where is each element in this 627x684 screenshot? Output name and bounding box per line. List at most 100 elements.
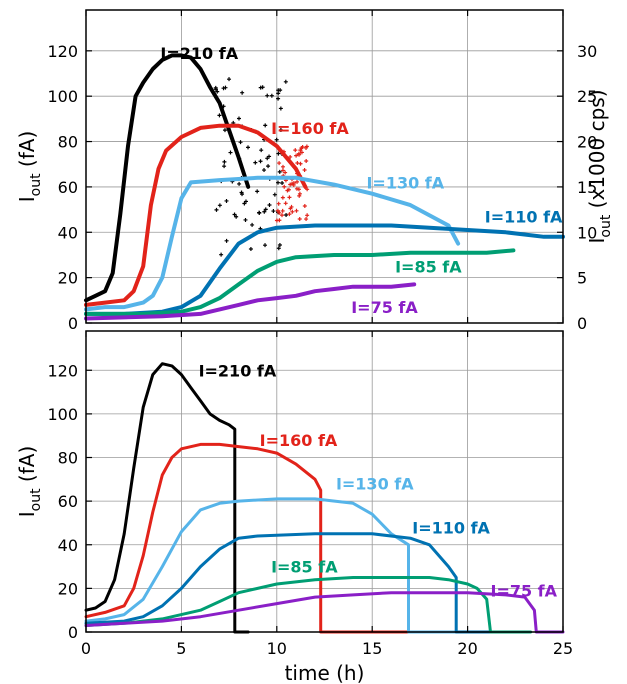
scatter-point [278, 106, 283, 111]
scatter-point [294, 186, 299, 191]
scatter-point [290, 209, 295, 214]
scatter-point [234, 214, 239, 219]
scatter-point [305, 187, 310, 192]
series-label-130: I=130 fA [336, 475, 414, 494]
scatter-point [304, 158, 309, 163]
series-label-210: I=210 fA [199, 361, 277, 380]
scatter-point [258, 85, 263, 90]
x-tick-label: 10 [267, 639, 287, 658]
series-label-85: I=85 fA [395, 257, 462, 276]
scatter-point [263, 207, 268, 212]
x-tick-label: 15 [362, 639, 382, 658]
scatter-point [276, 151, 281, 156]
scatter-point [282, 184, 287, 189]
series-160: I=160 fA [84, 431, 450, 634]
scatter-point [280, 213, 285, 218]
x-tick-label: 20 [457, 639, 477, 658]
y-axis-label: Iout (fA) [15, 131, 44, 203]
scatter-point [304, 217, 309, 222]
series-line-130 [84, 175, 461, 312]
scatter-point [283, 79, 288, 84]
series-line-210 [84, 53, 251, 303]
scatter-point [297, 216, 302, 221]
scatter-point [238, 140, 243, 145]
y-tick-label: 100 [47, 87, 78, 106]
scatter-point [288, 206, 293, 211]
scatter-point [246, 145, 251, 150]
scatter-point [278, 128, 283, 133]
series-label-130: I=130 fA [366, 173, 444, 192]
scatter-point [305, 213, 310, 218]
y2-tick-label: 5 [577, 269, 587, 288]
scatter-point [236, 116, 241, 121]
series-line-160 [84, 123, 308, 307]
scatter-point [227, 77, 232, 82]
y-tick-label: 120 [47, 361, 78, 380]
series-130: I=130 fA [84, 475, 492, 634]
scatter-point [284, 213, 289, 218]
series-label-210: I=210 fA [160, 44, 238, 63]
scatter-point [214, 207, 219, 212]
scatter-point [280, 164, 285, 169]
scatter-point [272, 192, 277, 197]
x-axis-label: time (h) [285, 661, 365, 684]
y2-tick-label: 20 [577, 133, 597, 152]
scatter-point [283, 170, 288, 175]
scatter-point [276, 96, 281, 101]
series-line-75 [84, 282, 417, 321]
scatter-point [288, 182, 293, 187]
series-line-210 [84, 362, 250, 634]
scatter-point [295, 179, 300, 184]
y2-axis-label: Iout (x1000 cps) [585, 89, 614, 243]
scatter-point [277, 169, 282, 174]
scatter-point [276, 201, 281, 206]
y-tick-label: 80 [58, 449, 78, 468]
series-110: I=110 fA [84, 518, 531, 634]
y-tick-label: 60 [58, 178, 78, 197]
scatter-point [263, 123, 268, 128]
scatter-point [255, 189, 260, 194]
y2-tick-label: 25 [577, 87, 597, 106]
scatter-point [222, 164, 227, 169]
scatter-point [297, 152, 302, 157]
y2-tick-label: 15 [577, 178, 597, 197]
scatter-point [299, 150, 304, 155]
scatter-point [280, 168, 285, 173]
plot-frame [85, 9, 564, 324]
scatter-point [297, 193, 302, 198]
scatter-point [263, 243, 268, 248]
scatter-point [275, 208, 280, 213]
scatter-point [265, 93, 270, 98]
series-160: I=160 fA [84, 119, 349, 307]
series-210: I=210 fA [84, 44, 289, 303]
scatter-point [276, 180, 281, 185]
y-tick-label: 40 [58, 223, 78, 242]
y2-tick-label: 30 [577, 42, 597, 61]
scatter-point [222, 128, 227, 133]
panel-top: I=210 fA I=160 fA I=130 fA I=110 fA I=85 fA I… [15, 9, 614, 333]
scatter-point [217, 113, 222, 118]
y-tick-label: 100 [47, 405, 78, 424]
scatter-point [221, 86, 226, 91]
y-tick-label: 40 [58, 536, 78, 555]
y2-tick-label: 10 [577, 223, 597, 242]
scatter-point [259, 148, 264, 153]
scatter-point [277, 242, 282, 247]
scatter-point [253, 160, 258, 165]
scatter-point [250, 222, 255, 227]
scatter-point [232, 212, 237, 217]
series-75: I=75 fA [84, 582, 565, 634]
scatter-point [242, 201, 247, 206]
scatter-point [280, 180, 285, 185]
scatter-point [224, 198, 229, 203]
scatter-point [288, 154, 293, 159]
scatter-point [283, 201, 288, 206]
series-85: I=85 fA [84, 248, 516, 316]
scatter-point [280, 208, 285, 213]
series-label-110: I=110 fA [412, 518, 490, 537]
scatter-point [222, 159, 227, 164]
scatter-point [304, 145, 309, 150]
y-tick-label: 80 [58, 133, 78, 152]
panel-bottom: I=210 fA I=160 fA I=130 fA I=110 fA I=85 fA I… [15, 330, 573, 684]
